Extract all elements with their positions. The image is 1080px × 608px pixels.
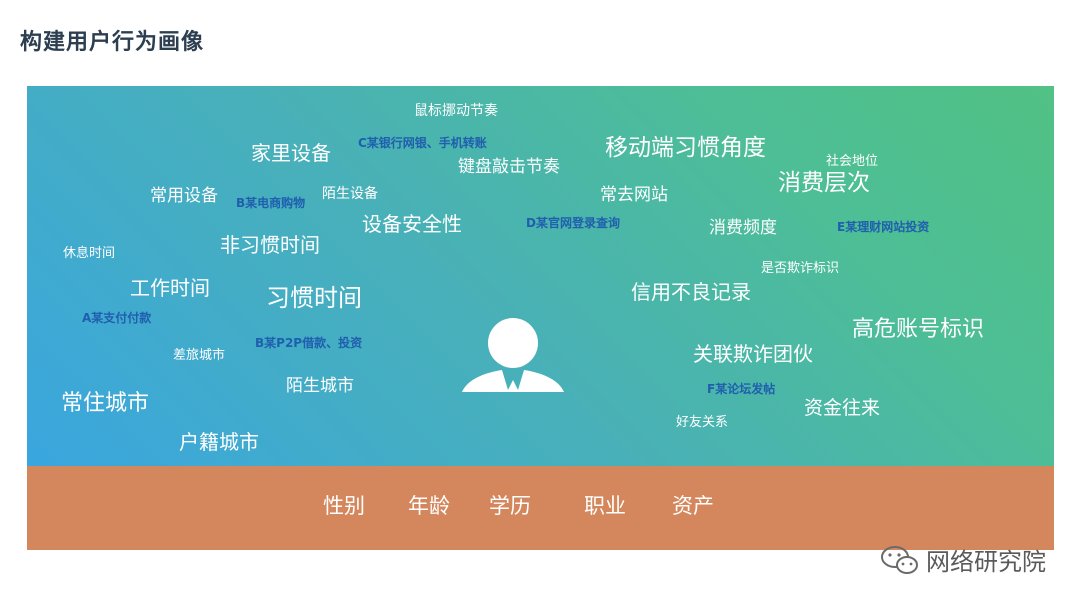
watermark: 网络研究院	[880, 542, 1046, 577]
tag-keyboard-rhythm: 键盘敲击节奏	[458, 157, 560, 177]
tag-official-login: D某官网登录查询	[526, 216, 620, 230]
tag-ecommerce: B某电商购物	[236, 196, 306, 210]
tag-friend-relation: 好友关系	[676, 415, 729, 430]
user-avatar-icon	[462, 318, 564, 392]
tag-unusual-time: 非习惯时间	[220, 233, 320, 257]
tag-fraud-ring: 关联欺诈团伙	[693, 342, 813, 366]
tag-p2p-loan: B某P2P借款、投资	[255, 336, 363, 350]
tag-fraud-flag: 是否欺诈标识	[761, 261, 840, 276]
tag-household-city: 户籍城市	[179, 430, 259, 454]
page-title: 构建用户行为画像	[20, 30, 205, 55]
attr-assets: 资产	[672, 494, 714, 518]
tag-rest-time: 休息时间	[63, 246, 116, 261]
tag-mouse-rhythm: 鼠标挪动节奏	[414, 103, 498, 119]
tag-high-risk-account: 高危账号标识	[852, 317, 985, 342]
tag-bank-transfer: C某银行网银、手机转账	[358, 136, 487, 150]
tag-consumption-level: 消费层次	[778, 170, 870, 196]
user-profile-word-cloud: 鼠标挪动节奏 C某银行网银、手机转账 家里设备 键盘敲击节奏 移动端习惯角度 社…	[27, 86, 1054, 466]
tag-payment: A某支付付款	[82, 311, 152, 325]
attr-occupation: 职业	[584, 494, 626, 518]
tag-mobile-angle: 移动端习惯角度	[605, 135, 766, 161]
tag-unknown-device: 陌生设备	[322, 186, 378, 202]
tag-home-device: 家里设备	[251, 141, 331, 165]
watermark-text: 网络研究院	[926, 548, 1046, 576]
attr-gender: 性别	[323, 494, 365, 518]
tag-frequent-site: 常去网站	[600, 185, 668, 205]
tag-device-security: 设备安全性	[362, 212, 462, 236]
tag-habit-time: 习惯时间	[266, 284, 362, 312]
tag-fund-flow: 资金往来	[804, 397, 881, 419]
wechat-icon	[881, 545, 918, 574]
tag-wealth-invest: E某理财网站投资	[837, 220, 930, 234]
tag-business-trip-city: 差旅城市	[173, 348, 226, 363]
tag-unknown-city: 陌生城市	[286, 376, 354, 396]
tag-consumption-frequency: 消费频度	[709, 218, 777, 238]
tag-social-status: 社会地位	[826, 154, 879, 169]
tag-bad-credit: 信用不良记录	[631, 280, 751, 304]
tag-resident-city: 常住城市	[61, 391, 150, 416]
attr-age: 年龄	[408, 494, 450, 518]
attr-education: 学历	[489, 494, 531, 518]
tag-work-time: 工作时间	[130, 276, 210, 300]
tag-common-device: 常用设备	[150, 186, 218, 206]
tag-forum-post: F某论坛发帖	[707, 382, 776, 396]
basic-attributes-bar: 性别 年龄 学历 职业 资产	[27, 466, 1054, 550]
